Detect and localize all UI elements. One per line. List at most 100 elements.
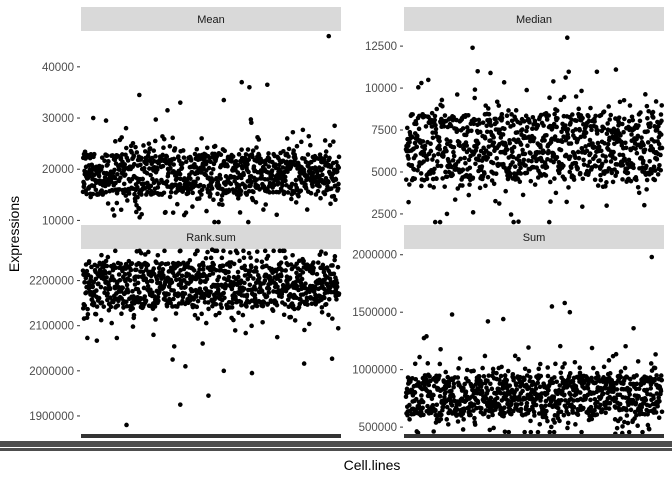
data-point [99, 252, 104, 258]
data-point [489, 386, 495, 392]
data-point [657, 162, 662, 168]
data-point [603, 154, 608, 160]
data-point [518, 171, 524, 176]
data-point [471, 368, 476, 374]
data-point [561, 163, 566, 169]
data-point [407, 182, 412, 187]
data-point [152, 138, 158, 144]
data-point [320, 172, 325, 178]
panel-rail-left [81, 434, 341, 438]
data-point [523, 163, 528, 168]
data-point [588, 105, 593, 111]
data-point [228, 250, 233, 255]
data-point [104, 153, 110, 158]
data-point [520, 388, 525, 394]
data-point [620, 177, 625, 182]
data-point [230, 154, 236, 159]
data-point [252, 296, 258, 301]
data-point [197, 196, 202, 201]
data-point [175, 201, 180, 207]
data-point [200, 341, 205, 346]
data-point [573, 155, 578, 160]
data-point [622, 419, 627, 425]
data-point [110, 153, 115, 158]
data-point [111, 277, 117, 283]
data-point [545, 373, 551, 379]
data-point [336, 181, 341, 187]
data-point [183, 159, 189, 165]
data-point [601, 364, 607, 370]
data-point [253, 287, 259, 292]
data-point [571, 398, 576, 403]
data-point [560, 139, 565, 144]
y-tick-label: 2000000 [352, 250, 397, 262]
data-point [496, 201, 502, 206]
data-point [92, 172, 97, 177]
data-point [620, 152, 626, 158]
data-point [511, 144, 517, 150]
data-point [251, 189, 256, 195]
data-point [634, 177, 639, 183]
data-point [521, 119, 527, 124]
data-point [333, 177, 339, 182]
data-point [247, 268, 253, 273]
data-point [336, 154, 342, 160]
data-point [444, 137, 450, 142]
data-point [107, 270, 112, 276]
data-point [623, 140, 628, 146]
data-point [536, 366, 542, 372]
data-point [616, 115, 622, 120]
data-point [413, 376, 419, 382]
data-point [217, 172, 223, 178]
panels-layer: Mean 10000 20000 30000 40000 Median 2500 5000 75… [29, 7, 665, 438]
data-point [621, 129, 626, 135]
data-point [123, 125, 129, 131]
data-point [652, 139, 657, 144]
data-point [199, 136, 204, 141]
data-point [150, 290, 155, 295]
data-point [644, 103, 650, 109]
data-point [147, 166, 152, 171]
data-point [454, 92, 460, 97]
data-point [524, 87, 529, 93]
data-point [171, 288, 177, 293]
outlier-point [449, 312, 455, 317]
data-point [232, 328, 238, 333]
data-point [99, 300, 105, 305]
data-point [80, 268, 86, 273]
data-point [613, 351, 619, 357]
data-point [659, 118, 664, 124]
data-point [249, 323, 254, 329]
data-point [656, 141, 662, 147]
data-point [265, 177, 271, 182]
data-point [317, 184, 322, 189]
data-point [334, 159, 339, 165]
data-point [434, 106, 440, 112]
data-point [303, 159, 309, 165]
data-point [156, 298, 161, 304]
outlier-point [177, 100, 183, 105]
data-point [106, 159, 111, 164]
data-point [153, 117, 159, 122]
data-point [523, 396, 528, 402]
data-point [646, 426, 652, 432]
data-point [326, 312, 331, 318]
data-point [437, 393, 443, 399]
data-point [163, 209, 168, 215]
data-point [522, 377, 527, 382]
y-tick-label: 2000000 [29, 366, 74, 378]
data-point [229, 305, 235, 310]
data-point [167, 194, 173, 200]
data-point [334, 169, 340, 174]
data-point [486, 373, 492, 378]
data-point [245, 147, 251, 152]
data-point [644, 187, 649, 192]
data-point [543, 173, 549, 178]
facet-strip-label: Rank.sum [186, 232, 236, 244]
data-point [311, 260, 316, 265]
data-point [543, 415, 549, 420]
data-point [482, 171, 487, 176]
data-point [236, 310, 241, 316]
data-point [99, 164, 105, 170]
data-point [216, 219, 221, 225]
